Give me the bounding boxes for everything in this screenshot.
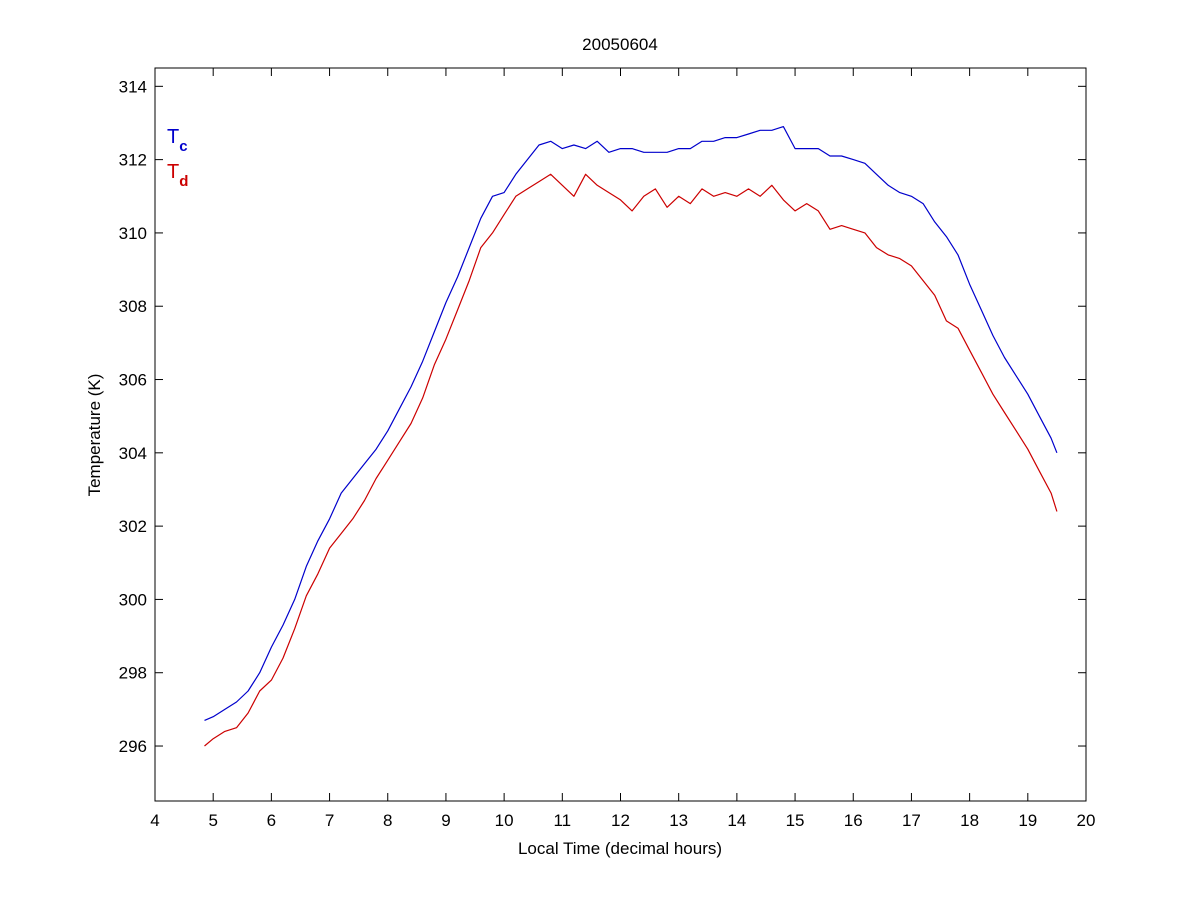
y-tick-label: 298 (119, 664, 147, 683)
y-tick-label: 312 (119, 151, 147, 170)
x-tick-label: 5 (208, 811, 217, 830)
x-tick-label: 17 (902, 811, 921, 830)
x-tick-label: 9 (441, 811, 450, 830)
y-axis: 296 298 300 302 304 306 308 310 312 314 (119, 77, 1086, 756)
y-axis-label: Temperature (K) (85, 374, 104, 497)
series-line-tc (204, 125, 1058, 721)
x-tick-label: 12 (611, 811, 630, 830)
y-tick-label: 314 (119, 77, 147, 96)
series-line-td (204, 173, 1058, 747)
x-axis: 4 5 6 7 8 9 10 11 12 13 14 15 16 17 18 19 20 (150, 68, 1095, 830)
x-tick-label: 16 (844, 811, 863, 830)
x-tick-label: 11 (553, 811, 571, 830)
plot-area-frame (154, 67, 1087, 802)
x-tick-label: 8 (383, 811, 392, 830)
x-tick-label: 10 (495, 811, 514, 830)
y-tick-label: 306 (119, 371, 147, 390)
y-tick-label: 304 (119, 444, 147, 463)
x-tick-label: 19 (1018, 811, 1037, 830)
x-tick-label: 13 (669, 811, 688, 830)
x-tick-label: 18 (960, 811, 979, 830)
legend-entry-td: Td (167, 161, 188, 190)
y-tick-label: 302 (119, 517, 147, 536)
x-axis-label: Local Time (decimal hours) (518, 839, 722, 858)
x-tick-label: 4 (150, 811, 159, 830)
series-layer (204, 125, 1058, 747)
y-tick-label: 300 (119, 590, 147, 609)
x-tick-label: 7 (325, 811, 334, 830)
y-tick-label: 308 (119, 297, 147, 316)
x-tick-label: 14 (727, 811, 746, 830)
legend-entry-tc: Tc (167, 126, 188, 155)
x-tick-label: 20 (1077, 811, 1096, 830)
chart-title: 20050604 (582, 35, 658, 54)
x-tick-label: 6 (267, 811, 276, 830)
y-tick-label: 296 (119, 737, 147, 756)
x-tick-label: 15 (786, 811, 805, 830)
legend: Tc Td (167, 126, 188, 190)
y-tick-label: 310 (119, 224, 147, 243)
